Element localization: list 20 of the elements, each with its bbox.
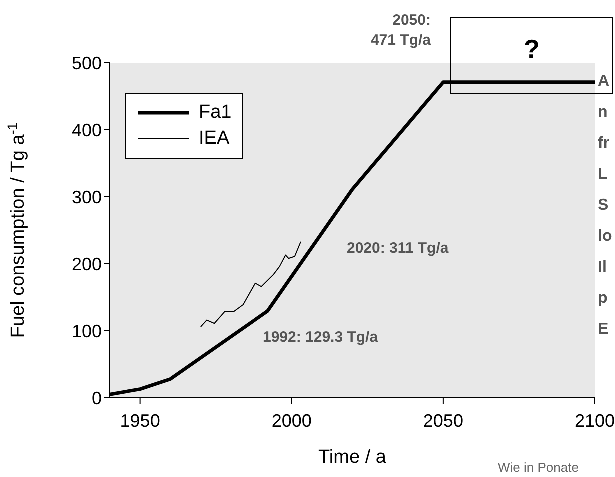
x-tick-label: 2050 <box>423 410 464 431</box>
annotation: 2020: 311 Tg/a <box>347 240 450 257</box>
line-series <box>200 241 302 328</box>
annotation: ? <box>524 34 540 64</box>
y-tick-label: 300 <box>72 187 102 208</box>
y-tick-label: 100 <box>72 321 102 342</box>
x-tick-label: 2100 <box>574 410 615 431</box>
text: 2050: 471 Tg/a <box>370 12 432 49</box>
text: Wie in Ponate <box>498 460 579 475</box>
x-axis-title: Time / a <box>318 447 387 468</box>
y-tick-label: 200 <box>72 254 102 274</box>
y-tick-label: 400 <box>72 120 102 140</box>
text: A n fr L S lo Il p E <box>598 73 612 338</box>
y-tick-label: 0 <box>92 388 102 408</box>
legend-label: IEA <box>199 128 230 150</box>
x-tick-label: 2000 <box>272 410 312 431</box>
annotation: 1992: 129.3 Tg/a <box>263 329 379 346</box>
legend-label: Fa1 <box>199 102 232 124</box>
y-tick-label: 500 <box>72 53 102 74</box>
x-tick-label: 1950 <box>120 410 160 431</box>
